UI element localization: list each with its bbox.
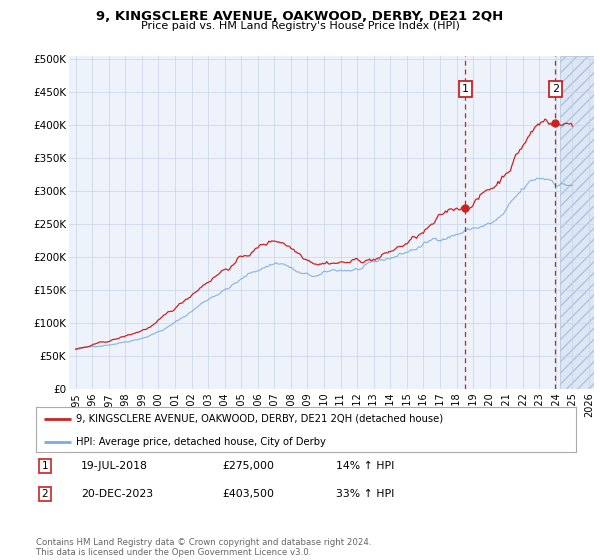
Text: £403,500: £403,500 xyxy=(222,489,274,499)
Text: 33% ↑ HPI: 33% ↑ HPI xyxy=(336,489,394,499)
Text: 19-JUL-2018: 19-JUL-2018 xyxy=(81,461,148,471)
Text: 2: 2 xyxy=(41,489,49,499)
Bar xyxy=(560,56,594,389)
Text: Contains HM Land Registry data © Crown copyright and database right 2024.
This d: Contains HM Land Registry data © Crown c… xyxy=(36,538,371,557)
Text: 14% ↑ HPI: 14% ↑ HPI xyxy=(336,461,394,471)
Text: 9, KINGSCLERE AVENUE, OAKWOOD, DERBY, DE21 2QH: 9, KINGSCLERE AVENUE, OAKWOOD, DERBY, DE… xyxy=(97,10,503,22)
Text: Price paid vs. HM Land Registry's House Price Index (HPI): Price paid vs. HM Land Registry's House … xyxy=(140,21,460,31)
Text: £275,000: £275,000 xyxy=(222,461,274,471)
Text: 2: 2 xyxy=(551,84,559,94)
Text: 1: 1 xyxy=(41,461,49,471)
Text: HPI: Average price, detached house, City of Derby: HPI: Average price, detached house, City… xyxy=(77,437,326,447)
Bar xyxy=(560,56,594,389)
Text: 9, KINGSCLERE AVENUE, OAKWOOD, DERBY, DE21 2QH (detached house): 9, KINGSCLERE AVENUE, OAKWOOD, DERBY, DE… xyxy=(77,414,443,424)
Text: 1: 1 xyxy=(462,84,469,94)
Text: 20-DEC-2023: 20-DEC-2023 xyxy=(81,489,153,499)
